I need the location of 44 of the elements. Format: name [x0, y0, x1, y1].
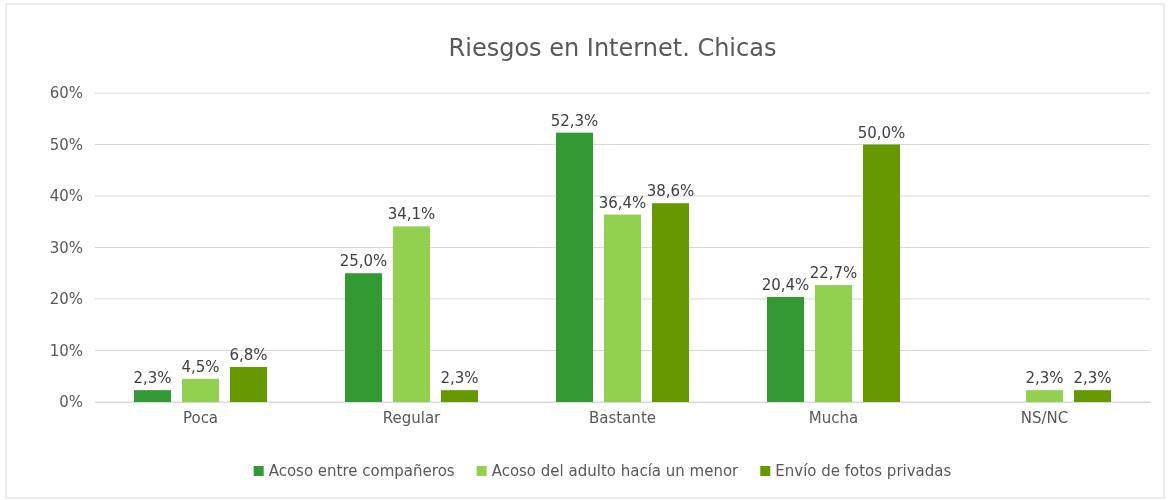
bar	[134, 390, 171, 402]
bar	[1074, 390, 1111, 402]
y-tick-label: 30%	[49, 238, 83, 257]
bar	[441, 390, 478, 402]
bar	[230, 366, 267, 402]
legend-label: Envío de fotos privadas	[775, 462, 952, 480]
data-label: 6,8%	[229, 345, 268, 364]
data-label: 36,4%	[598, 193, 647, 212]
bar	[345, 273, 382, 402]
x-tick-label: Regular	[382, 408, 442, 427]
x-tick-label: NS/NC	[1020, 408, 1069, 427]
data-label: 38,6%	[646, 182, 695, 201]
data-label: 20,4%	[761, 275, 810, 294]
data-label: 2,3%	[1073, 369, 1112, 388]
data-label: 25,0%	[339, 252, 388, 271]
chart-title: Riesgos en Internet. Chicas	[448, 34, 777, 62]
legend-label: Acoso del adulto hacía un menor	[491, 462, 740, 480]
x-tick-label: Poca	[182, 408, 219, 427]
bar	[652, 203, 689, 402]
data-label: 2,3%	[133, 369, 172, 388]
bar	[815, 285, 852, 402]
x-tick-label: Mucha	[808, 408, 859, 427]
y-tick-label: 10%	[49, 341, 83, 360]
y-tick-label: 20%	[49, 290, 83, 309]
data-label: 4,5%	[181, 357, 220, 376]
data-label: 2,3%	[1025, 369, 1064, 388]
x-tick-label: Bastante	[589, 408, 656, 427]
data-label: 50,0%	[857, 123, 906, 142]
bar	[556, 132, 593, 402]
bar	[182, 378, 219, 402]
data-label: 52,3%	[550, 111, 599, 130]
y-tick-label: 0%	[59, 393, 83, 412]
bar	[767, 296, 804, 402]
y-tick-label: 40%	[49, 187, 83, 206]
data-label: 22,7%	[809, 264, 858, 283]
y-tick-label: 60%	[49, 84, 83, 103]
data-label: 2,3%	[440, 369, 479, 388]
bar	[604, 214, 641, 402]
bar	[1026, 390, 1063, 402]
data-label: 34,1%	[387, 205, 436, 224]
bar	[863, 144, 900, 402]
bar	[393, 226, 430, 402]
legend-label: Acoso entre compañeros	[268, 462, 455, 480]
y-tick-label: 50%	[49, 135, 83, 154]
